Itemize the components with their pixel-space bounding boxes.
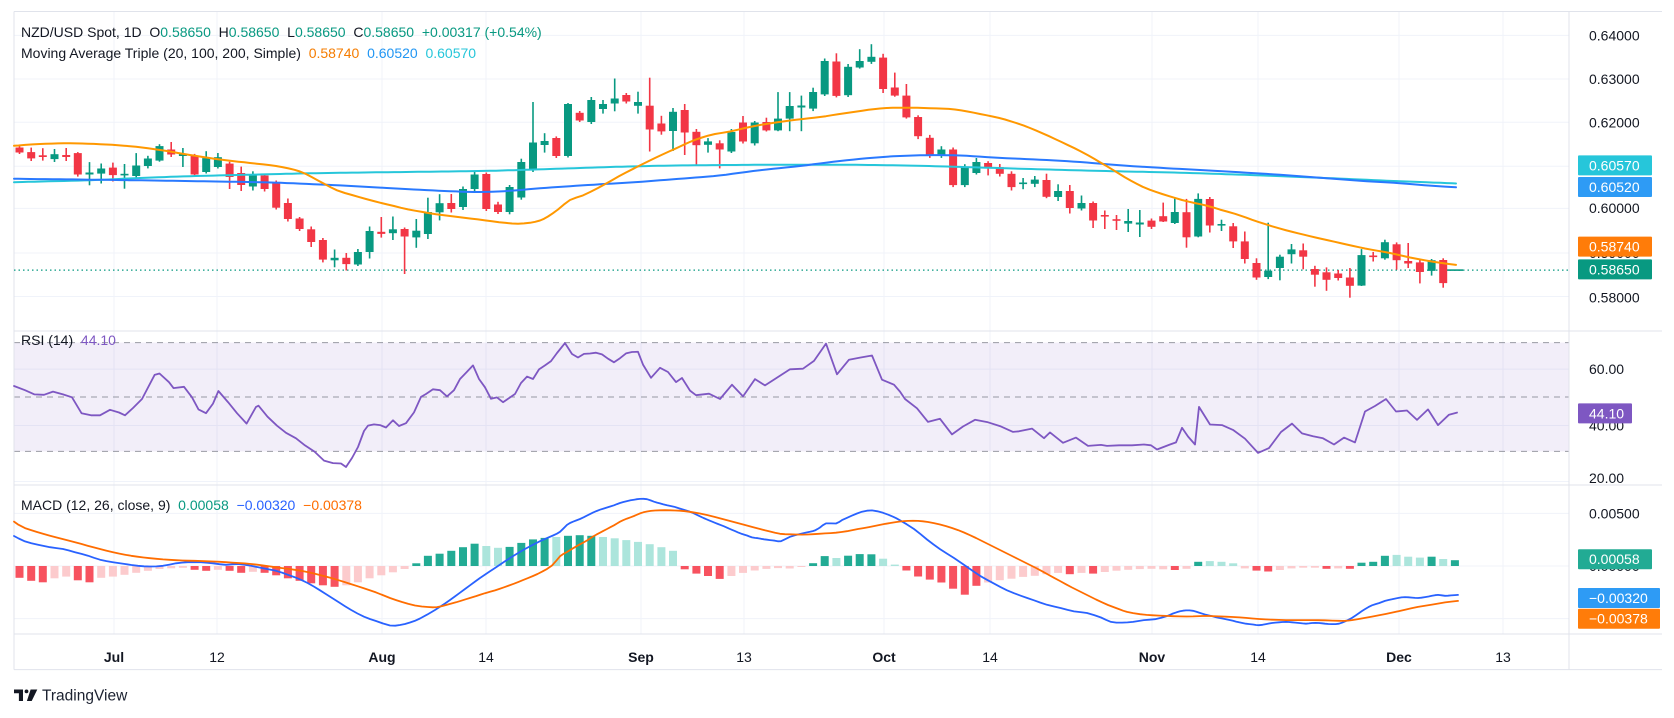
svg-text:Moving Average Triple (20, 100: Moving Average Triple (20, 100, 200, Sim… xyxy=(21,45,476,61)
svg-text:12: 12 xyxy=(209,649,225,665)
svg-text:13: 13 xyxy=(736,649,752,665)
svg-text:14: 14 xyxy=(982,649,998,665)
svg-text:RSI (14) 44.10: RSI (14) 44.10 xyxy=(21,332,116,348)
svg-text:TradingView: TradingView xyxy=(42,688,128,705)
svg-text:Dec: Dec xyxy=(1386,649,1412,665)
svg-text:−0.00320: −0.00320 xyxy=(1589,590,1648,606)
svg-text:0.63000: 0.63000 xyxy=(1589,71,1640,87)
svg-text:13: 13 xyxy=(1495,649,1511,665)
svg-text:0.60000: 0.60000 xyxy=(1589,200,1640,216)
svg-text:0.62000: 0.62000 xyxy=(1589,114,1640,130)
svg-text:0.00058: 0.00058 xyxy=(1589,551,1640,567)
svg-text:Oct: Oct xyxy=(872,649,896,665)
svg-text:0.58000: 0.58000 xyxy=(1589,290,1640,306)
svg-text:14: 14 xyxy=(1250,649,1266,665)
svg-text:44.10: 44.10 xyxy=(1589,405,1624,421)
svg-text:0.58650: 0.58650 xyxy=(1589,261,1640,277)
svg-text:0.60570: 0.60570 xyxy=(1589,157,1640,173)
svg-text:14: 14 xyxy=(478,649,494,665)
svg-text:−0.00378: −0.00378 xyxy=(1589,611,1648,627)
svg-text:20.00: 20.00 xyxy=(1589,470,1624,486)
svg-text:0.58740: 0.58740 xyxy=(1589,239,1640,255)
svg-text:Jul: Jul xyxy=(104,649,124,665)
svg-text:0.00500: 0.00500 xyxy=(1589,505,1640,521)
svg-text:MACD (12, 26, close, 9) 0.000: MACD (12, 26, close, 9) 0.00058 −0.00320… xyxy=(21,497,362,513)
svg-text:Sep: Sep xyxy=(628,649,654,665)
svg-text:0.64000: 0.64000 xyxy=(1589,27,1640,43)
svg-text:Nov: Nov xyxy=(1139,649,1166,665)
svg-text:0.60520: 0.60520 xyxy=(1589,179,1640,195)
svg-text:Aug: Aug xyxy=(368,649,395,665)
svg-text:60.00: 60.00 xyxy=(1589,361,1624,377)
svg-text:NZD/USD Spot, 1D O0.58650 H0: NZD/USD Spot, 1D O0.58650 H0.58650 L0.58… xyxy=(21,24,542,40)
